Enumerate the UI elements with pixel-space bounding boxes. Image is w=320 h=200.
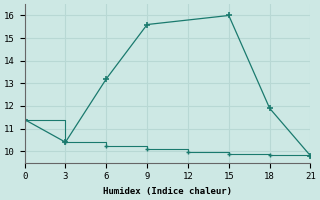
- X-axis label: Humidex (Indice chaleur): Humidex (Indice chaleur): [103, 187, 232, 196]
